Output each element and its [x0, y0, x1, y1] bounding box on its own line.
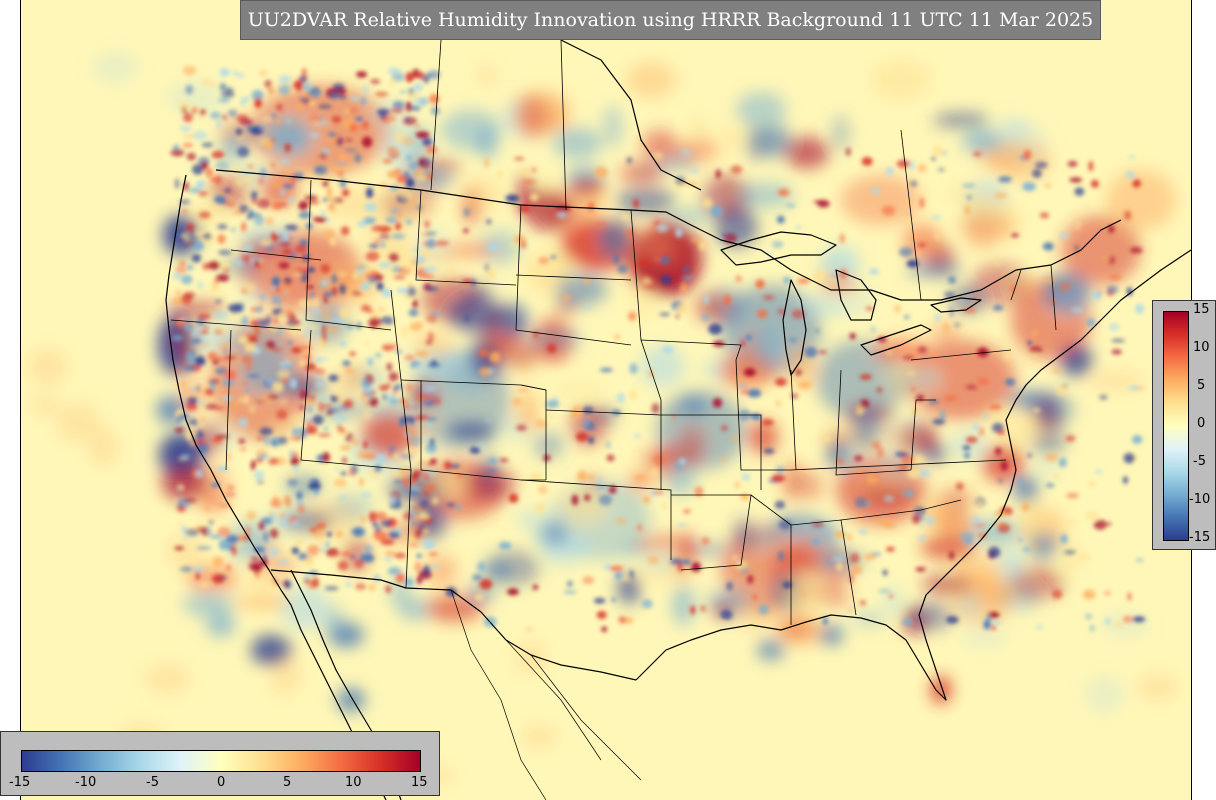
atlantic-coastline — [1005, 249, 1191, 471]
colorbar-bottom-gradient — [21, 750, 421, 772]
us-canada-border — [215, 169, 1122, 301]
colorbar-right-tick: -10 — [1189, 492, 1211, 507]
colorbar-bottom-tick: 10 — [345, 775, 362, 790]
colorbar-bottom-tick: -5 — [146, 775, 159, 790]
map-title: UU2DVAR Relative Humidity Innovation usi… — [240, 0, 1101, 40]
us-mexico-border — [270, 569, 637, 681]
gulf-coastline — [635, 469, 1017, 701]
colorbar-right-tick: 5 — [1197, 378, 1206, 393]
lake-huron — [835, 269, 877, 321]
colorbar-right-tick: 10 — [1193, 340, 1210, 355]
colorbar-bottom-tick: 0 — [217, 775, 226, 790]
pacific-coastline — [165, 174, 387, 800]
colorbar-bottom-tick: 5 — [283, 775, 292, 790]
lake-michigan — [782, 279, 807, 376]
colorbar-right-gradient — [1163, 311, 1189, 541]
colorbar-bottom: -15 -10 -5 0 5 10 15 — [0, 731, 440, 796]
map-panel — [20, 0, 1192, 800]
hudson-bay-edge — [560, 39, 702, 191]
lake-ontario — [930, 297, 982, 313]
lake-superior — [720, 231, 837, 266]
colorbar-bottom-tick: -10 — [75, 775, 97, 790]
country-boundaries — [165, 39, 1191, 800]
colorbar-right-tick: -5 — [1193, 454, 1206, 469]
colorbar-right-tick: 15 — [1193, 302, 1210, 317]
lake-erie — [860, 324, 932, 356]
colorbar-bottom-tick: -15 — [9, 775, 31, 790]
colorbar-right: 15 10 5 0 -5 -10 -15 — [1152, 300, 1216, 550]
state-boundaries — [170, 39, 1057, 625]
mexico-boundaries — [450, 589, 642, 800]
colorbar-bottom-tick: 15 — [411, 775, 428, 790]
colorbar-right-tick: -15 — [1189, 530, 1211, 545]
colorbar-right-tick: 0 — [1197, 416, 1206, 431]
humidity-map — [21, 0, 1191, 800]
innovation-speckle — [170, 65, 1146, 633]
